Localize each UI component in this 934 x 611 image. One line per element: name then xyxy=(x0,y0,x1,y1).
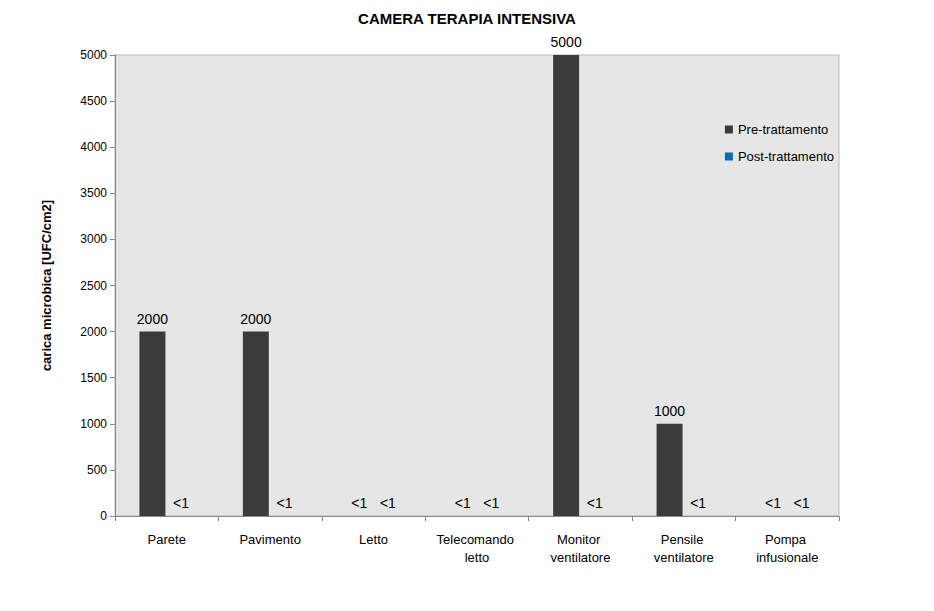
svg-text:3500: 3500 xyxy=(80,186,107,200)
svg-text:2500: 2500 xyxy=(80,279,107,293)
svg-text:1000: 1000 xyxy=(654,403,685,419)
svg-text:2000: 2000 xyxy=(137,311,168,327)
svg-text:<1: <1 xyxy=(483,495,499,511)
svg-text:<1: <1 xyxy=(794,495,810,511)
svg-text:infusionale: infusionale xyxy=(756,550,818,565)
svg-text:Pavimento: Pavimento xyxy=(239,532,300,547)
svg-text:4500: 4500 xyxy=(80,94,107,108)
svg-text:Pre-trattamento: Pre-trattamento xyxy=(738,122,828,137)
svg-text:letto: letto xyxy=(465,550,490,565)
svg-text:Post-trattamento: Post-trattamento xyxy=(738,149,834,164)
svg-text:Telecomando: Telecomando xyxy=(437,532,518,547)
svg-text:<1: <1 xyxy=(765,495,781,511)
svg-text:<1: <1 xyxy=(276,495,292,511)
svg-text:1500: 1500 xyxy=(80,371,107,385)
svg-text:1000: 1000 xyxy=(80,417,107,431)
svg-text:CAMERA TERAPIA INTENSIVA: CAMERA TERAPIA INTENSIVA xyxy=(358,10,576,27)
svg-text:500: 500 xyxy=(87,463,107,477)
svg-text:ventilatore: ventilatore xyxy=(654,550,714,565)
svg-text:5000: 5000 xyxy=(551,34,582,50)
svg-text:ventilatore: ventilatore xyxy=(550,550,610,565)
svg-text:<1: <1 xyxy=(173,495,189,511)
svg-text:carica microbica [UFC/cm2]: carica microbica [UFC/cm2] xyxy=(39,200,54,371)
svg-text:3000: 3000 xyxy=(80,232,107,246)
svg-text:<1: <1 xyxy=(587,495,603,511)
svg-text:5000: 5000 xyxy=(80,48,107,62)
svg-text:4000: 4000 xyxy=(80,140,107,154)
svg-text:<1: <1 xyxy=(380,495,396,511)
svg-text:2000: 2000 xyxy=(240,311,271,327)
svg-text:Pensile: Pensile xyxy=(661,532,707,547)
svg-text:Letto: Letto xyxy=(359,532,388,547)
svg-text:<1: <1 xyxy=(455,495,471,511)
svg-text:Parete: Parete xyxy=(148,532,186,547)
svg-text:<1: <1 xyxy=(690,495,706,511)
svg-text:2000: 2000 xyxy=(80,325,107,339)
svg-text:Pompa: Pompa xyxy=(765,532,810,547)
svg-text:Monitor: Monitor xyxy=(557,532,604,547)
svg-text:0: 0 xyxy=(100,509,107,523)
svg-text:<1: <1 xyxy=(351,495,367,511)
